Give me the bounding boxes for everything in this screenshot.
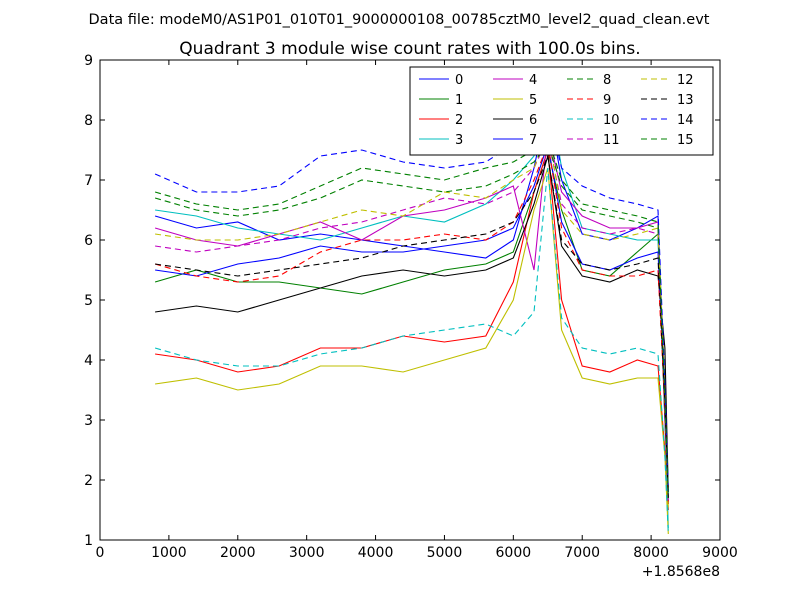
x-tick-label: 0 xyxy=(96,545,105,561)
y-tick-label: 6 xyxy=(84,233,93,249)
y-tick-label: 5 xyxy=(84,293,93,309)
series-line-15 xyxy=(154,142,669,499)
legend-label-13: 13 xyxy=(677,93,694,108)
y-tick-label: 4 xyxy=(84,353,93,369)
series-line-12 xyxy=(155,129,669,511)
legend-label-2: 2 xyxy=(455,113,463,128)
series-line-2 xyxy=(155,149,669,511)
y-tick-label: 1 xyxy=(84,533,93,549)
chart-title: Quadrant 3 module wise count rates with … xyxy=(179,39,640,59)
y-tick-label: 7 xyxy=(84,173,93,189)
y-tick-label: 3 xyxy=(84,413,93,429)
legend-label-12: 12 xyxy=(677,73,694,88)
series-line-8 xyxy=(154,137,669,493)
series-line-9 xyxy=(154,141,669,505)
legend-label-8: 8 xyxy=(603,73,611,88)
axes-layer: 0 1000 2000 3000 4000 5000 6000 7000 8000 9000123… xyxy=(84,53,738,580)
x-tick-label: 2000 xyxy=(220,545,256,561)
series-line-14 xyxy=(154,106,669,493)
x-tick-label: 6000 xyxy=(496,545,532,561)
legend-label-6: 6 xyxy=(529,113,537,128)
legend-label-3: 3 xyxy=(455,133,463,148)
legend-label-11: 11 xyxy=(603,133,620,148)
x-offset-label: +1.8568e8 xyxy=(642,564,720,580)
y-tick-label: 9 xyxy=(84,53,93,69)
legend-label-10: 10 xyxy=(603,113,620,128)
legend-label-14: 14 xyxy=(677,113,694,128)
series-line-7 xyxy=(155,143,669,493)
data-file-header: Data file: modeM0/AS1P01_010T01_90000001… xyxy=(89,12,710,28)
series-line-5 xyxy=(155,167,669,535)
x-tick-label: 9000 xyxy=(702,545,738,561)
legend-label-1: 1 xyxy=(455,93,463,108)
x-tick-label: 4000 xyxy=(358,545,394,561)
x-tick-label: 1000 xyxy=(151,545,187,561)
series-line-0 xyxy=(154,101,669,499)
series-line-13 xyxy=(155,153,669,499)
x-tick-label: 8000 xyxy=(633,545,669,561)
legend-label-15: 15 xyxy=(677,133,694,148)
y-tick-label: 8 xyxy=(84,113,93,129)
x-tick-label: 3000 xyxy=(289,545,325,561)
series-layer xyxy=(154,83,669,535)
y-tick-label: 2 xyxy=(84,473,93,489)
legend-label-4: 4 xyxy=(529,73,537,88)
x-tick-label: 7000 xyxy=(564,545,600,561)
legend-label-9: 9 xyxy=(603,93,611,108)
series-line-11 xyxy=(155,136,669,505)
legend-label-0: 0 xyxy=(455,73,463,88)
series-line-6 xyxy=(155,155,669,493)
x-tick-label: 5000 xyxy=(427,545,463,561)
legend-label-5: 5 xyxy=(529,93,537,108)
legend-label-7: 7 xyxy=(529,133,537,148)
legend-box xyxy=(409,66,714,156)
series-line-1 xyxy=(154,147,669,505)
